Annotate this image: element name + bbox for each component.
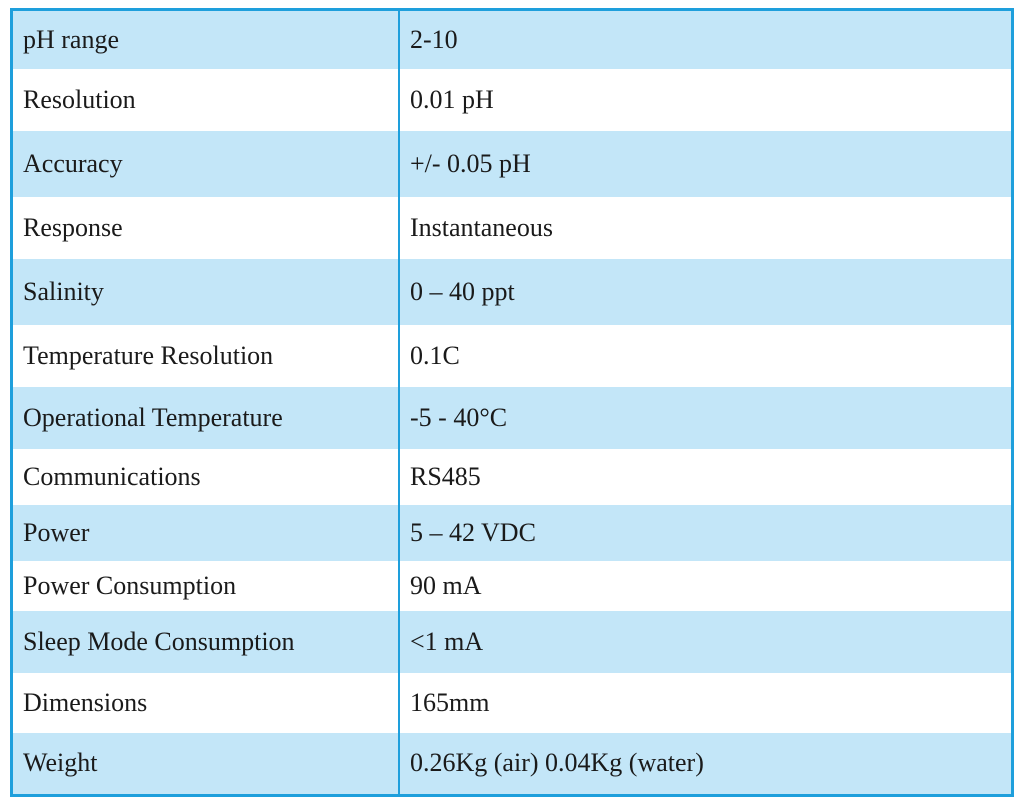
table-row: Dimensions 165mm [11, 672, 1013, 733]
table-row: pH range 2-10 [11, 9, 1013, 69]
table-row: Resolution 0.01 pH [11, 68, 1013, 131]
row-label: Temperature Resolution [11, 324, 400, 387]
row-label: Communications [11, 448, 400, 505]
row-value: RS485 [399, 448, 1013, 505]
table-row: Communications RS485 [11, 448, 1013, 505]
table-row: Accuracy +/- 0.05 pH [11, 130, 1013, 197]
table-row: Weight 0.26Kg (air) 0.04Kg (water) [11, 732, 1013, 796]
row-value: 0.1C [399, 324, 1013, 387]
row-value: +/- 0.05 pH [399, 130, 1013, 197]
row-label: Weight [11, 732, 400, 796]
row-label: Operational Temperature [11, 386, 400, 449]
row-label: Resolution [11, 68, 400, 131]
row-label: Response [11, 196, 400, 259]
table-row: Sleep Mode Consumption <1 mA [11, 610, 1013, 673]
table-row: Power 5 – 42 VDC [11, 504, 1013, 561]
row-value: <1 mA [399, 610, 1013, 673]
row-label: Power Consumption [11, 560, 400, 611]
row-value: 5 – 42 VDC [399, 504, 1013, 561]
table-row: Response Instantaneous [11, 196, 1013, 259]
row-value: 2-10 [399, 9, 1013, 69]
spec-table: pH range 2-10 Resolution 0.01 pH Accurac… [10, 8, 1014, 797]
table-row: Temperature Resolution 0.1C [11, 324, 1013, 387]
table-row: Operational Temperature -5 - 40°C [11, 386, 1013, 449]
row-label: pH range [11, 9, 400, 69]
spec-table-body: pH range 2-10 Resolution 0.01 pH Accurac… [11, 9, 1013, 796]
row-label: Power [11, 504, 400, 561]
row-value: 90 mA [399, 560, 1013, 611]
table-row: Power Consumption 90 mA [11, 560, 1013, 611]
row-value: 0.01 pH [399, 68, 1013, 131]
row-label: Accuracy [11, 130, 400, 197]
row-value: 165mm [399, 672, 1013, 733]
row-value: 0.26Kg (air) 0.04Kg (water) [399, 732, 1013, 796]
row-label: Salinity [11, 258, 400, 325]
row-label: Dimensions [11, 672, 400, 733]
table-row: Salinity 0 – 40 ppt [11, 258, 1013, 325]
row-value: -5 - 40°C [399, 386, 1013, 449]
row-value: 0 – 40 ppt [399, 258, 1013, 325]
row-value: Instantaneous [399, 196, 1013, 259]
row-label: Sleep Mode Consumption [11, 610, 400, 673]
